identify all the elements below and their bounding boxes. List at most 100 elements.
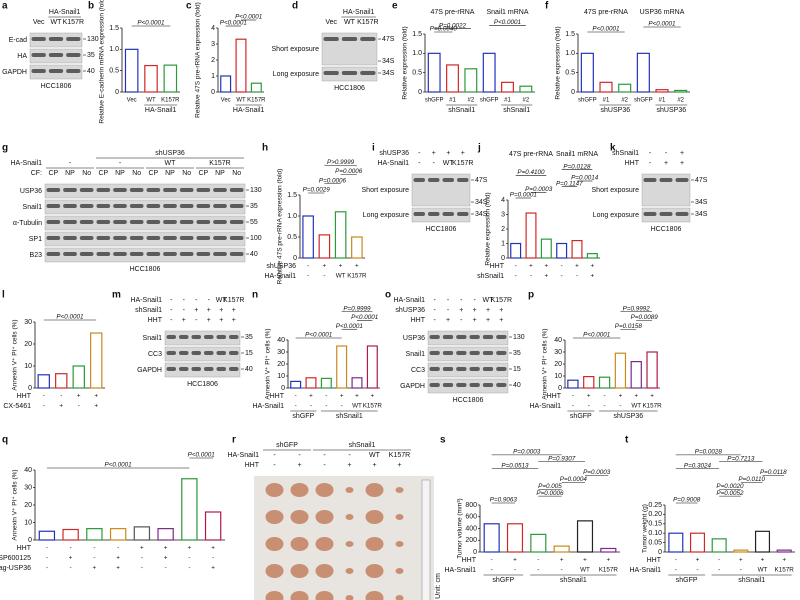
- condition-mark: +: [94, 393, 98, 400]
- p-value: P<0.0001: [592, 26, 619, 33]
- blot-band: [675, 212, 689, 216]
- bar: [109, 528, 127, 541]
- header-cell: K157R: [491, 297, 512, 304]
- header-cell: -: [649, 160, 652, 167]
- blot-band: [113, 252, 127, 256]
- y-tick-label: 2: [211, 57, 215, 64]
- blot-band: [179, 351, 189, 355]
- header-cell: K157R: [209, 160, 230, 167]
- blot-band: [229, 220, 244, 224]
- condition-mark: -: [576, 273, 578, 280]
- condition-label: HA-Snail1: [529, 403, 561, 410]
- panel-letter: s: [440, 435, 446, 446]
- size-marker: 100: [250, 235, 262, 242]
- header-cell: HA-Snail1: [343, 9, 375, 16]
- size-marker: 47S: [475, 177, 488, 184]
- blot-band: [229, 335, 239, 339]
- bar: [86, 528, 103, 541]
- bar: [90, 332, 103, 389]
- condition-mark: +: [164, 545, 168, 552]
- blot-band: [146, 220, 161, 224]
- blot-band: [229, 236, 244, 240]
- header-cell: HA-Snail1: [49, 9, 81, 16]
- p-value: P=0.0022: [439, 22, 467, 29]
- y-tick-label: 0: [501, 255, 505, 262]
- tumor: [395, 541, 404, 547]
- row-label: Long exposure: [593, 212, 639, 219]
- header-cell: +: [232, 307, 236, 314]
- x-tick-label: shGFP: [634, 98, 653, 104]
- header-label: CF:: [31, 170, 42, 177]
- bar: [181, 478, 198, 541]
- cell-line: HCC1806: [453, 397, 484, 404]
- row-label: CC3: [148, 351, 162, 358]
- blot-band: [229, 252, 244, 256]
- group-title: 47S pre-rRNA: [431, 9, 475, 16]
- group-label: shSnail1: [448, 107, 475, 114]
- condition-mark: +: [587, 393, 591, 400]
- blot-strip: [164, 346, 241, 362]
- panel-letter: r: [232, 435, 236, 446]
- size-marker: 34S: [382, 70, 395, 77]
- condition-label: HHT: [547, 393, 562, 400]
- blot-band: [360, 37, 376, 41]
- blot-band: [163, 252, 177, 256]
- y-axis-label: Tumor weight (g): [642, 504, 649, 553]
- header-cell: No: [132, 170, 141, 177]
- bar: [580, 52, 594, 93]
- row-label: SP1: [29, 236, 42, 243]
- blot-band: [166, 335, 176, 339]
- condition-mark: -: [675, 567, 677, 574]
- condition-mark: -: [561, 273, 563, 280]
- panel-letter: d: [292, 1, 298, 12]
- tumor: [315, 591, 334, 600]
- blot-band: [457, 212, 469, 216]
- photo-bg: [254, 476, 434, 600]
- y-tick-label: 40: [554, 337, 562, 344]
- p-value: P<0.0001: [235, 14, 262, 21]
- condition-mark: +: [188, 545, 192, 552]
- bar: [689, 532, 706, 553]
- header-cell: -: [649, 150, 652, 157]
- header-label: shSnail1: [612, 150, 639, 157]
- row-label: Snail1: [23, 204, 43, 211]
- condition-mark: +: [309, 393, 313, 400]
- header-cell: +: [680, 160, 684, 167]
- y-tick-label: 1.0: [109, 46, 119, 53]
- condition-mark: +: [739, 557, 743, 564]
- panel-letter: t: [625, 435, 629, 446]
- blot-band: [48, 53, 64, 57]
- condition-mark: -: [740, 567, 742, 574]
- header-cell: -: [298, 452, 301, 459]
- header-cell: +: [219, 317, 223, 324]
- bar: [446, 64, 459, 93]
- blot-band: [191, 335, 201, 339]
- size-marker: 35: [250, 203, 258, 210]
- header-label: HA-Snail1: [393, 297, 425, 304]
- bar: [235, 38, 247, 93]
- tumor: [265, 537, 284, 551]
- tumor: [395, 487, 404, 493]
- blot-band: [360, 71, 376, 75]
- blot-strip: [427, 362, 509, 378]
- condition-mark: -: [323, 273, 325, 280]
- condition-mark: WT: [352, 403, 362, 410]
- y-tick-label: 800: [465, 502, 477, 509]
- blot-band: [213, 220, 227, 224]
- blot-band: [163, 204, 177, 208]
- y-tick-label: 400: [465, 525, 477, 532]
- header-cell: -: [195, 317, 198, 324]
- bar: [37, 374, 50, 389]
- y-axis-label: Annexin V⁺ PI⁺ cells (%): [542, 328, 549, 399]
- blot-band: [442, 383, 454, 387]
- condition-mark: +: [370, 393, 374, 400]
- size-marker: 34S: [695, 211, 708, 218]
- bar: [482, 52, 496, 93]
- blot-strip: [164, 362, 241, 378]
- blot-band: [96, 204, 111, 208]
- blot-band: [229, 204, 244, 208]
- blot-band: [63, 188, 77, 192]
- y-tick-label: 0: [658, 549, 662, 556]
- y-axis-label: Annexin V⁺ PI⁺ cells (%): [12, 319, 19, 390]
- condition-mark: -: [325, 403, 327, 410]
